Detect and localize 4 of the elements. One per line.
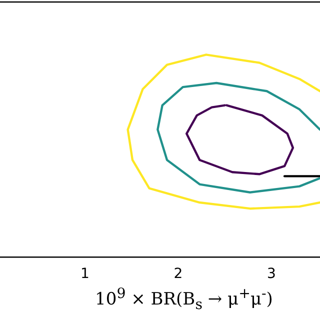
x-tick-label: 2 [174, 266, 183, 282]
x-tick-label: 3 [267, 266, 276, 282]
x-tick-label: 1 [80, 266, 90, 282]
text: 10$^{9}$ × BR(B$_{s}$ → μ$^{+}$μ$^{-}$) [95, 286, 273, 314]
